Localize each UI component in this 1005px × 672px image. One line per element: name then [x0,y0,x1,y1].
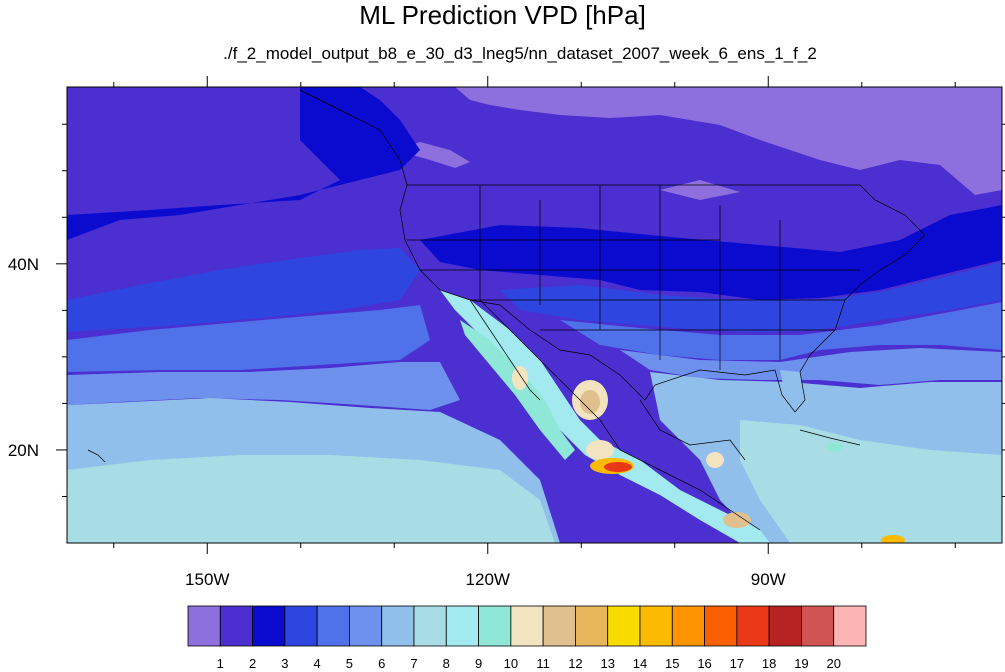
colorbar-label: 4 [314,656,321,671]
vpd-level-8-caribbean [740,420,1002,543]
colorbar-swatch [478,605,512,647]
colorbar-label: 13 [600,656,614,671]
colorbar-label: 20 [826,656,840,671]
vpd-level-11-guatemala [706,452,724,468]
colorbar-label: 19 [794,656,808,671]
colorbar-label: 16 [697,656,711,671]
state-borders-vertical [479,185,781,370]
colorbar-label: 2 [249,656,256,671]
colorbar-swatch [284,605,318,647]
vpd-level-11-sonora [512,366,528,390]
colorbar-label: 17 [730,656,744,671]
colorbar-swatch [575,605,609,647]
colorbar-swatch [252,605,286,647]
mexico-coast [479,299,761,531]
vpd-level-7-florida [780,370,805,412]
colorbar-swatch [219,605,253,647]
colorbar-swatch [349,605,383,647]
vpd-level-3-continent [420,205,1002,300]
vpd-level-8-tropical-pacific [67,455,555,543]
colorbar-swatch [704,605,738,647]
y-tick-label: 40N [8,255,39,274]
vpd-level-12-plateau [580,390,600,414]
colorbar-swatch [607,605,641,647]
hawaii-coast [87,449,106,463]
canada-coast [299,89,408,186]
colorbar-swatch [510,605,544,647]
vpd-level-10-baja [460,320,575,460]
state-borders-horizontal [407,239,860,331]
vpd-level-9-mexico [440,290,770,543]
colorbar-label: 3 [281,656,288,671]
vpd-level-4-continent [500,262,1002,332]
colorbar-swatch [671,605,705,647]
colorbar: 1 2 3 4 5 6 7 8 9 10 11 12 13 14 15 16 17 18 19 20 [187,605,867,671]
colorbar-label: 5 [346,656,353,671]
axis-ticks [56,76,1005,554]
colorbar-swatch [736,605,770,647]
colorbar-swatch [445,605,479,647]
vpd-level-4-pacific [67,248,420,332]
colorbar-label: 7 [410,656,417,671]
axis-labels: 150W 120W 90W 40N 20N [8,255,786,589]
cuba-coast [799,429,861,446]
colorbar-label: 8 [443,656,450,671]
colorbar-label: 14 [633,656,647,671]
baja-coast [469,299,541,401]
map-frame [66,86,1003,544]
colorbar-label: 9 [475,656,482,671]
vpd-level-11-central [586,440,614,460]
colorbar-swatch [316,605,350,647]
x-tick-label: 90W [751,570,786,589]
vpd-level-3-pacific [67,87,420,240]
colorbar-label: 10 [504,656,518,671]
colorbar-swatch [801,605,835,647]
colorbar-swatch [639,605,673,647]
vpd-level-12-central-america [723,512,751,528]
vpd-level-5-pacific [67,305,430,372]
vpd-level-6-pacific [67,362,460,410]
colorbar-swatch [381,605,415,647]
vpd-level-10-cuba [827,442,843,452]
contour-field [67,87,1002,543]
colorbar-swatch [833,605,867,647]
colorbar-swatch [542,605,576,647]
colorbar-swatch [768,605,802,647]
colorbar-label: 12 [568,656,582,671]
map-title: ML Prediction VPD [hPa] [359,0,646,30]
colorbar-label: 15 [665,656,679,671]
political-boundaries [87,89,926,531]
vpd-level-1-north [455,87,1002,195]
colorbar-swatch [413,605,447,647]
vpd-level-5-continent [560,302,1002,360]
map-subtitle: ./f_2_model_output_b8_e_30_d3_lneg5/nn_d… [223,44,817,63]
colorbar-swatch [187,605,221,647]
vpd-level-6-gulf [620,348,1002,385]
y-tick-label: 20N [8,441,39,460]
colorbar-label: 11 [536,656,550,671]
yucatan-coast [639,399,746,461]
colorbar-label: 1 [217,656,224,671]
colorbar-label: 18 [762,656,776,671]
x-tick-label: 120W [466,570,510,589]
x-tick-label: 150W [185,570,229,589]
vpd-level-15-south [881,535,905,543]
vpd-level-18-peak [604,462,632,472]
colorbar-label: 6 [378,656,385,671]
